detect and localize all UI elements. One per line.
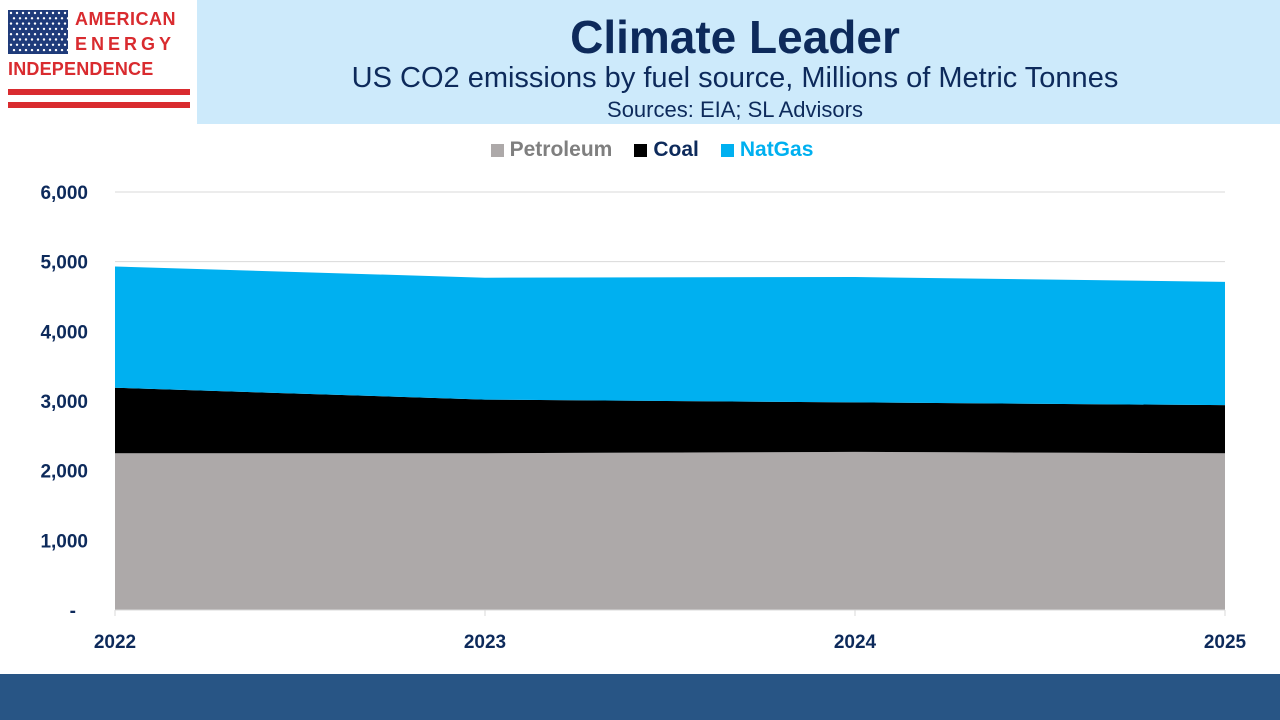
logo-stripe	[8, 102, 190, 108]
emissions-area-chart: - 1,000 2,000 3,000 4,000 5,000 6,000 2022 2023 2…	[40, 183, 1247, 653]
legend-item-coal: Coal	[634, 138, 699, 162]
area-series-coal	[115, 387, 1225, 454]
legend-swatch-coal	[634, 143, 648, 157]
header-band	[0, 0, 1280, 124]
x-tick-label: 2024	[834, 632, 877, 653]
logo-stripe	[8, 89, 190, 95]
flag-icon	[8, 10, 68, 54]
legend-label-coal: Coal	[653, 138, 699, 161]
area-series-natgas	[115, 266, 1225, 406]
logo: AMERICAN ENERGY INDEPENDENCE	[0, 0, 197, 124]
x-tick-label: 2023	[464, 632, 506, 653]
page-title: Climate Leader	[570, 11, 900, 63]
y-tick-label: -	[70, 601, 76, 622]
page-subtitle: US CO2 emissions by fuel source, Million…	[351, 62, 1119, 94]
y-tick-label: 6,000	[40, 183, 88, 204]
legend-item-petroleum: Petroleum	[490, 138, 613, 162]
area-series-petroleum	[115, 451, 1225, 610]
legend-label-petroleum: Petroleum	[509, 138, 613, 161]
y-tick-label: 5,000	[40, 253, 88, 274]
sources-note: Sources: EIA; SL Advisors	[607, 97, 863, 122]
legend-swatch-petroleum	[490, 143, 504, 157]
legend-item-natgas: NatGas	[720, 138, 814, 162]
legend-swatch-natgas	[720, 143, 734, 157]
x-tick-label: 2022	[94, 632, 136, 653]
chart-legend: Petroleum Coal NatGas	[0, 138, 1280, 162]
logo-text-line-1: AMERICAN	[75, 9, 176, 29]
logo-text-line-2: ENERGY	[75, 34, 176, 54]
y-tick-label: 2,000	[40, 462, 88, 483]
y-tick-label: 1,000	[40, 531, 88, 552]
logo-text-line-3: INDEPENDENCE	[8, 59, 154, 79]
y-tick-label: 4,000	[40, 322, 88, 343]
x-tick-label: 2025	[1204, 632, 1247, 653]
footer-band	[0, 674, 1280, 720]
y-tick-label: 3,000	[40, 392, 88, 413]
legend-label-natgas: NatGas	[739, 138, 814, 161]
